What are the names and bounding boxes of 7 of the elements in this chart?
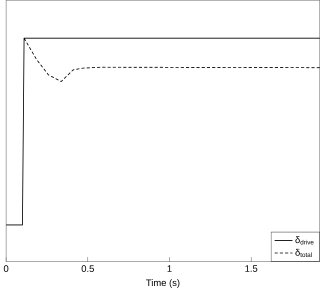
x-axis-title: Time (s) (146, 278, 180, 288)
x-tick-label: 0.5 (82, 265, 94, 272)
x-tick-label: 0 (4, 265, 8, 272)
legend-label: δ$_{drive}$ (295, 236, 314, 244)
x-tick-label: 1.5 (245, 265, 258, 272)
x-tick-label: 1 (168, 265, 172, 272)
legend-label: δ$_{total}$ (295, 248, 312, 257)
